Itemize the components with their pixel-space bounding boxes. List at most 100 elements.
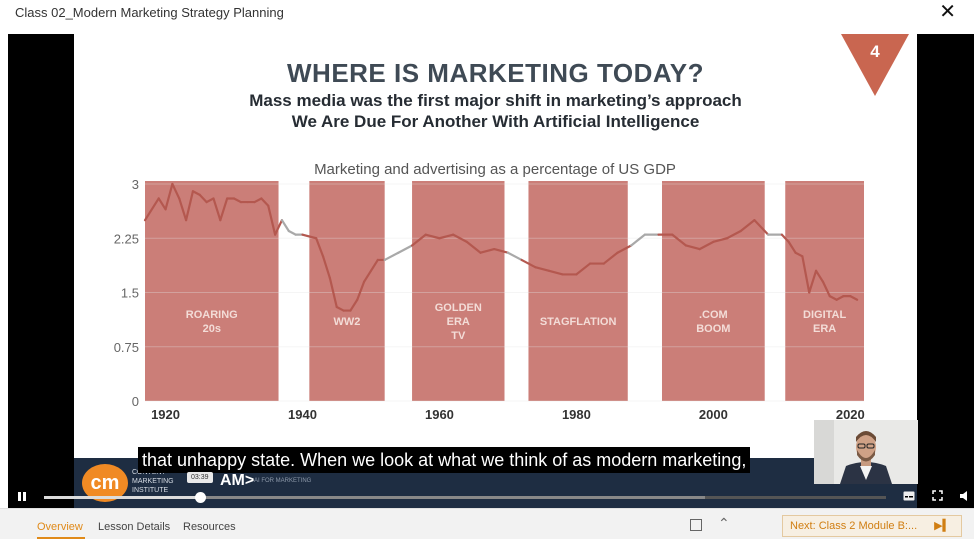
series-segment (849, 295, 859, 301)
captions-icon[interactable] (903, 490, 915, 504)
series-segment (424, 233, 441, 240)
y-tick-label: 0 (132, 394, 139, 409)
series-segment (479, 248, 496, 254)
era-label-2: GOLDEN ERA TV (435, 302, 482, 342)
x-tick-label: 1960 (425, 407, 454, 422)
series-segment (671, 233, 688, 247)
x-tick-label: 1940 (288, 407, 317, 422)
bottom-bar: Overview Lesson Details Resources ⌃ Next… (0, 508, 974, 539)
slide-subtitle-2: We Are Due For Another With Artificial I… (291, 112, 700, 131)
era-label-1: WW2 (334, 316, 361, 328)
series-segment (438, 233, 455, 240)
series-segment (363, 269, 373, 283)
presenter-image (814, 420, 918, 484)
volume-icon[interactable] (959, 490, 969, 505)
presenter-webcam (814, 420, 918, 484)
progress-bar[interactable] (44, 496, 886, 499)
series-segment (267, 204, 277, 236)
y-tick-label: 2.25 (114, 231, 139, 246)
series-segment (349, 298, 359, 312)
series-segment (465, 240, 482, 254)
series-segment (801, 255, 811, 294)
series-segment (684, 244, 701, 251)
series-segment (814, 269, 825, 283)
series-segment (520, 258, 537, 269)
era-band-3 (528, 181, 628, 401)
series-segment (753, 219, 770, 236)
slide-title: WHERE IS MARKETING TODAY? (287, 58, 704, 88)
era-label-0: ROARING 20s (186, 309, 238, 335)
series-segment (397, 244, 414, 254)
next-lesson-label: Next: Class 2 Module B:... (790, 520, 918, 532)
series-segment (157, 197, 167, 211)
series-segment (287, 229, 297, 236)
tab-resources[interactable]: Resources (183, 521, 236, 533)
x-tick-label: 1920 (151, 407, 180, 422)
title-bar: Class 02_Modern Marketing Strategy Plann… (0, 0, 974, 26)
chevron-up-icon[interactable]: ⌃ (718, 515, 730, 531)
ai-logo: AM> (220, 472, 255, 489)
series-segment (178, 197, 188, 222)
series-segment (410, 233, 427, 247)
series-segment (184, 190, 195, 222)
y-tick-label: 0.75 (114, 340, 139, 355)
series-segment (739, 219, 756, 233)
series-segment (698, 240, 715, 251)
series-segment (274, 219, 284, 236)
series-segment (616, 244, 633, 254)
series-segment (630, 233, 646, 247)
era-band-2 (412, 181, 505, 401)
series-segment (534, 266, 551, 272)
era-band-5 (785, 181, 864, 401)
square-icon[interactable] (690, 519, 702, 531)
series-segment (369, 258, 379, 272)
series-segment (575, 262, 592, 276)
fullscreen-icon[interactable] (932, 490, 943, 504)
slide: 4 WHERE IS MARKETING TODAY? Mass media w… (74, 34, 917, 508)
series-segment (356, 280, 366, 301)
time-tooltip: 03:39 (187, 472, 213, 483)
series-segment (164, 182, 174, 211)
series-segment (232, 197, 242, 204)
series-segment (315, 237, 325, 258)
series-segment (198, 193, 208, 204)
next-lesson-button[interactable]: Next: Class 2 Module B:... ▶▍ (782, 515, 962, 537)
series-segment (280, 219, 290, 233)
series-segment (493, 248, 510, 254)
ai-sub: AI FOR MARKETING (254, 478, 312, 484)
active-tab-underline (37, 537, 85, 539)
window-title: Class 02_Modern Marketing Strategy Plann… (15, 5, 284, 20)
video-player[interactable]: 4 WHERE IS MARKETING TODAY? Mass media w… (8, 34, 974, 508)
pause-icon[interactable] (17, 490, 27, 505)
close-icon[interactable]: ✕ (939, 1, 956, 23)
series-segment (787, 240, 797, 254)
era-band-0 (145, 181, 279, 401)
series-segment (794, 251, 804, 258)
cmi-logo: cm (82, 464, 128, 502)
slide-number-badge (841, 34, 909, 96)
series-segment (260, 197, 270, 207)
series-segment (335, 305, 345, 312)
series-segment (321, 255, 331, 280)
series-segment (383, 251, 400, 262)
gdp-line-chart: Marketing and advertising as a percentag… (114, 161, 865, 422)
x-tick-label: 2020 (836, 407, 865, 422)
slide-subtitle-1: Mass media was the first major shift in … (249, 91, 742, 110)
chart-title: Marketing and advertising as a percentag… (314, 161, 676, 178)
series-segment (835, 295, 845, 301)
era-label-5: DIGITAL ERA (803, 309, 846, 335)
era-label-4: .COM BOOM (696, 309, 730, 335)
progress-thumb[interactable] (194, 492, 206, 503)
series-segment (506, 251, 523, 262)
tab-overview[interactable]: Overview (37, 521, 83, 533)
subtitle-caption: that unhappy state. When we look at what… (138, 447, 751, 473)
progress-played (44, 496, 200, 499)
series-segment (452, 233, 468, 243)
x-tick-label: 1980 (562, 407, 591, 422)
series-segment (821, 280, 831, 298)
era-label-3: STAGFLATION (540, 316, 617, 328)
series-segment (712, 237, 729, 243)
era-band-1 (309, 181, 385, 401)
tab-lesson-details[interactable]: Lesson Details (98, 521, 171, 533)
x-tick-label: 2000 (699, 407, 728, 422)
